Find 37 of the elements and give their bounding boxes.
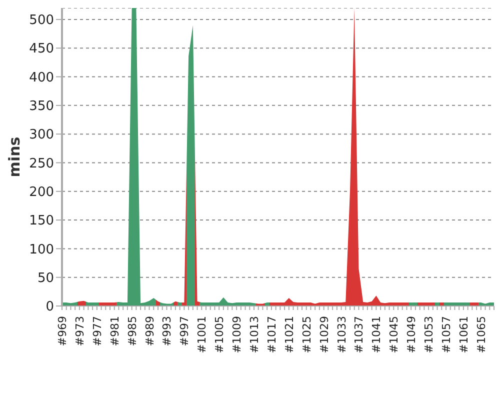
y-tick-label: 250: [29, 156, 54, 172]
y-tick-label: 350: [29, 99, 54, 114]
x-tick-label: #977: [90, 316, 104, 346]
x-tick-label: #1041: [370, 316, 384, 354]
x-tick-label: #1025: [300, 316, 314, 354]
x-tick-label: #1057: [440, 316, 453, 354]
y-tick-label: 300: [29, 128, 54, 143]
x-tick-label: #1033: [335, 316, 348, 354]
y-tick-label: 0: [46, 300, 54, 315]
y-tick-label: 450: [29, 42, 54, 57]
x-tick-label: #981: [108, 316, 122, 346]
x-tick-label: #1001: [196, 316, 209, 354]
x-tick-label: #1045: [388, 316, 401, 354]
y-tick-label: 150: [29, 214, 54, 229]
y-axis-title: mins: [5, 136, 24, 178]
x-tick-label: #969: [56, 316, 69, 346]
y-tick-label: 100: [29, 242, 54, 258]
x-tick-label: #1029: [318, 316, 331, 354]
y-tick-label: 50: [37, 270, 54, 286]
x-tick-label: #1013: [248, 316, 261, 354]
x-tick-label: #1021: [282, 316, 296, 354]
x-tick-label: #1017: [265, 316, 278, 354]
x-tick-label: #1065: [474, 316, 488, 354]
x-tick-label: #973: [73, 316, 86, 346]
x-tick-label: #1009: [230, 316, 244, 354]
x-tick-label: #1061: [457, 316, 470, 354]
x-tick-label: #1037: [352, 316, 366, 354]
x-tick-label: #1053: [422, 316, 436, 354]
x-tick-label: #985: [126, 316, 139, 346]
x-tick-label: #993: [160, 316, 174, 346]
x-tick-label: #997: [178, 316, 192, 346]
x-tick-label: #989: [143, 316, 156, 346]
y-tick-label: 400: [29, 70, 54, 86]
y-tick-label: 500: [29, 13, 54, 28]
x-tick-label: #1049: [405, 316, 418, 354]
y-tick-label: 200: [29, 185, 54, 200]
x-tick-label: #1005: [213, 316, 226, 354]
